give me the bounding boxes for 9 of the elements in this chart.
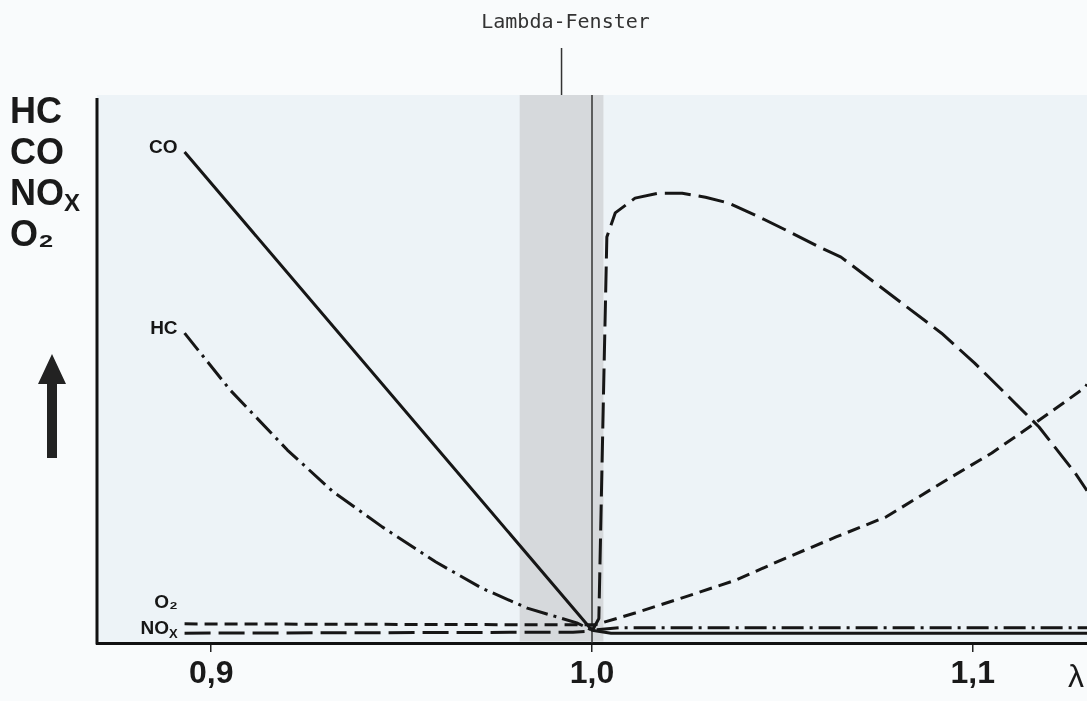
- series-label: CO: [149, 135, 178, 157]
- band-label: Lambda-Fenster: [481, 9, 650, 33]
- series-label: O₂: [154, 591, 178, 613]
- series-label: HC: [150, 317, 178, 339]
- x-axis-title: λ: [1068, 658, 1084, 694]
- x-tick-label: 0,9: [188, 654, 234, 691]
- y-axis-title: HC CO NO$_{X}$ O₂: [10, 90, 81, 254]
- x-tick-label: 1,1: [950, 654, 996, 691]
- x-tick-label: 1,0: [569, 654, 615, 691]
